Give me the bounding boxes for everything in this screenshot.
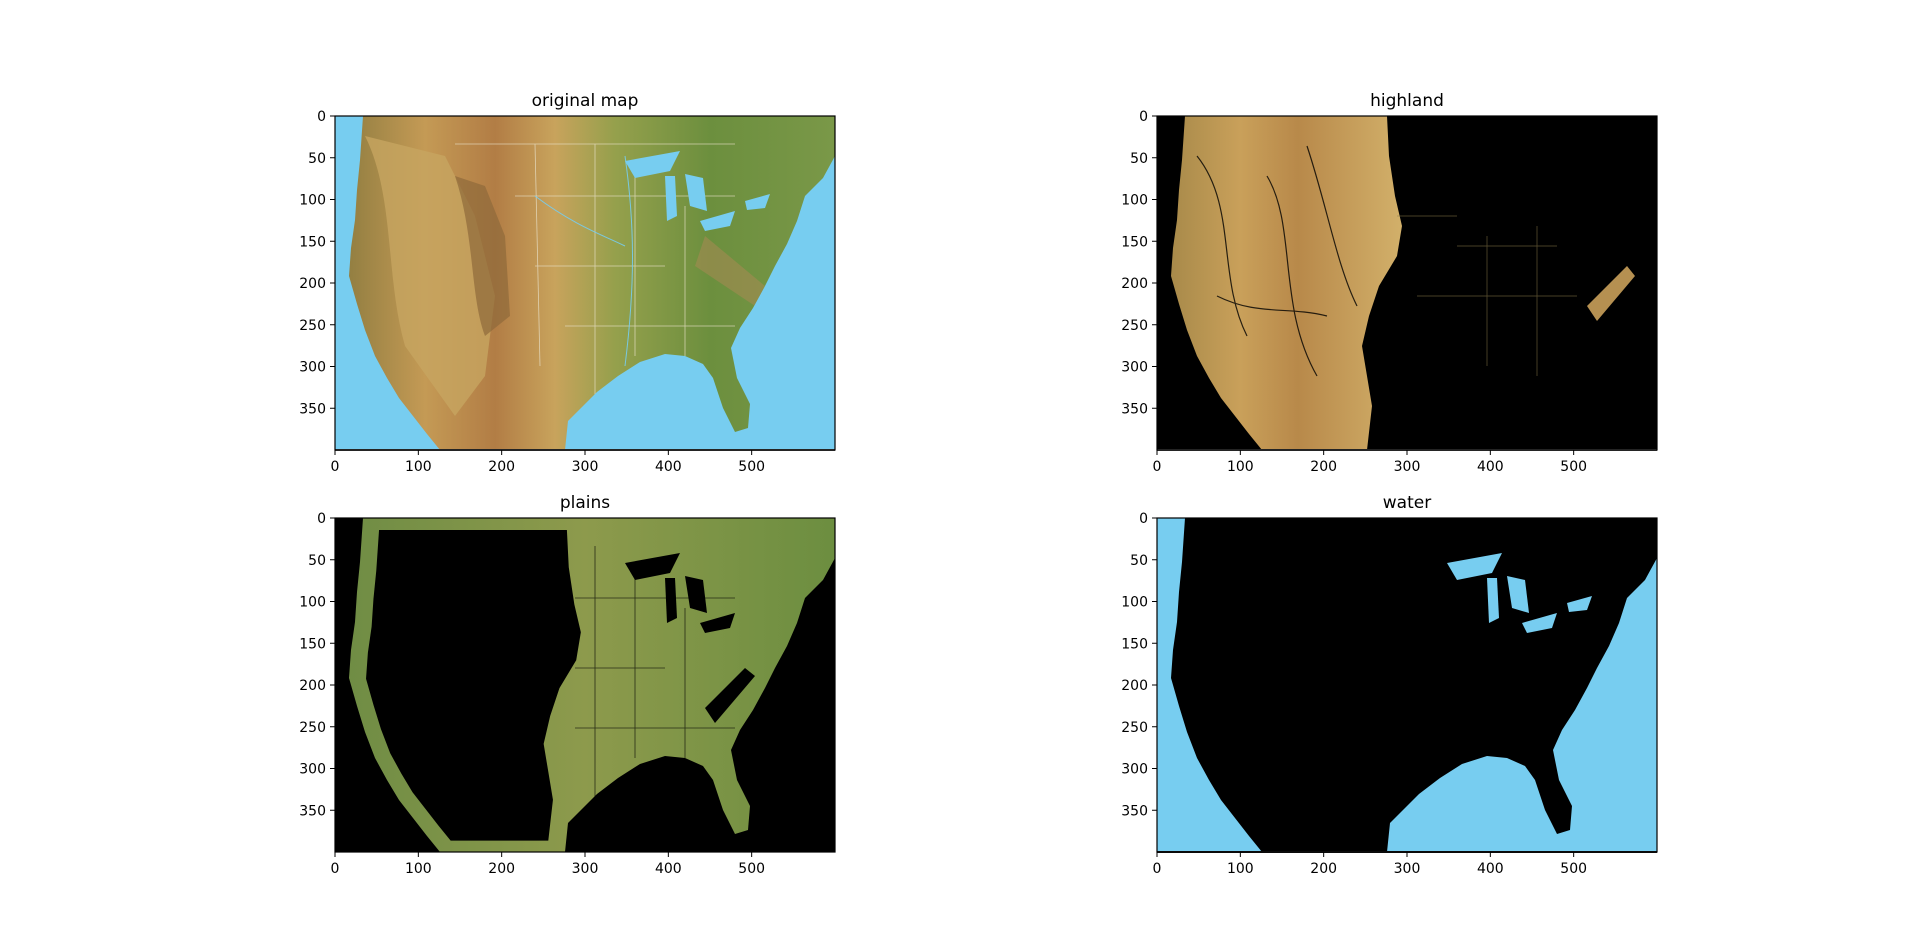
- y-tick-label: 300: [299, 360, 326, 376]
- y-tick-label: 150: [1121, 636, 1148, 652]
- y-tick-label: 200: [299, 276, 326, 292]
- panel-title: water: [1383, 493, 1431, 513]
- x-tick-label: 0: [331, 861, 340, 877]
- panel-original-map: original map 0 100 200 300 400 500: [299, 91, 836, 475]
- x-tick-label: 500: [738, 459, 765, 475]
- x-tick-label: 400: [655, 459, 682, 475]
- y-tick-label: 250: [299, 720, 326, 736]
- x-tick-label: 0: [331, 459, 340, 475]
- panel-water: water 0 100 200 300 400 500 0 50 100 150 200 250 30…: [1121, 493, 1658, 877]
- y-tick-label: 150: [1121, 234, 1148, 250]
- y-tick-label: 350: [1121, 401, 1148, 417]
- x-tick-label: 500: [1560, 861, 1587, 877]
- y-tick-label: 0: [317, 511, 326, 527]
- x-tick-label: 400: [1477, 459, 1504, 475]
- x-tick-label: 300: [572, 459, 599, 475]
- y-tick-label: 250: [1121, 318, 1148, 334]
- y-tick-label: 250: [1121, 720, 1148, 736]
- x-tick-label: 200: [1310, 459, 1337, 475]
- y-tick-label: 50: [1130, 151, 1148, 167]
- y-tick-label: 350: [299, 803, 326, 819]
- x-tick-label: 300: [572, 861, 599, 877]
- y-tick-label: 300: [299, 762, 326, 778]
- y-tick-label: 350: [299, 401, 326, 417]
- y-tick-label: 200: [1121, 678, 1148, 694]
- y-tick-label: 0: [317, 109, 326, 125]
- x-tick-label: 300: [1394, 861, 1421, 877]
- x-tick-label: 100: [405, 861, 432, 877]
- x-tick-label: 0: [1153, 459, 1162, 475]
- x-tick-label: 400: [1477, 861, 1504, 877]
- panel-highland: highland 0 100 200 300 400 500 0 50 100 150 200 25…: [1121, 91, 1658, 475]
- y-tick-label: 150: [299, 636, 326, 652]
- x-tick-label: 200: [488, 459, 515, 475]
- y-tick-label: 50: [308, 151, 326, 167]
- great-lakes: [1447, 553, 1592, 633]
- x-tick-label: 500: [738, 861, 765, 877]
- y-tick-label: 0: [1139, 511, 1148, 527]
- x-tick-label: 500: [1560, 459, 1587, 475]
- x-tick-label: 100: [405, 459, 432, 475]
- x-tick-label: 200: [1310, 861, 1337, 877]
- y-tick-label: 50: [1130, 553, 1148, 569]
- y-tick-label: 300: [1121, 762, 1148, 778]
- y-tick-label: 0: [1139, 109, 1148, 125]
- great-lakes: [625, 151, 770, 231]
- panel-plains: plains 0 100 200 300 400 500 0 50 100 150 200 250 3…: [299, 493, 836, 877]
- x-tick-label: 300: [1394, 459, 1421, 475]
- y-tick-label: 150: [299, 234, 326, 250]
- y-tick-label: 100: [299, 193, 326, 209]
- panel-title: original map: [532, 91, 639, 111]
- highland-region: [1171, 116, 1402, 450]
- x-tick-label: 0: [1153, 861, 1162, 877]
- x-tick-label: 100: [1227, 861, 1254, 877]
- y-tick-label: 50: [308, 553, 326, 569]
- y-tick-label: 200: [299, 678, 326, 694]
- x-tick-label: 200: [488, 861, 515, 877]
- x-tick-label: 400: [655, 861, 682, 877]
- x-tick-label: 100: [1227, 459, 1254, 475]
- panel-title: plains: [560, 493, 610, 513]
- y-tick-label: 300: [1121, 360, 1148, 376]
- y-tick-label: 100: [1121, 595, 1148, 611]
- y-tick-label: 250: [299, 318, 326, 334]
- appalachian-highland: [1587, 266, 1635, 321]
- panel-title: highland: [1370, 91, 1444, 111]
- y-tick-label: 100: [299, 595, 326, 611]
- y-tick-label: 100: [1121, 193, 1148, 209]
- y-tick-label: 200: [1121, 276, 1148, 292]
- y-tick-label: 350: [1121, 803, 1148, 819]
